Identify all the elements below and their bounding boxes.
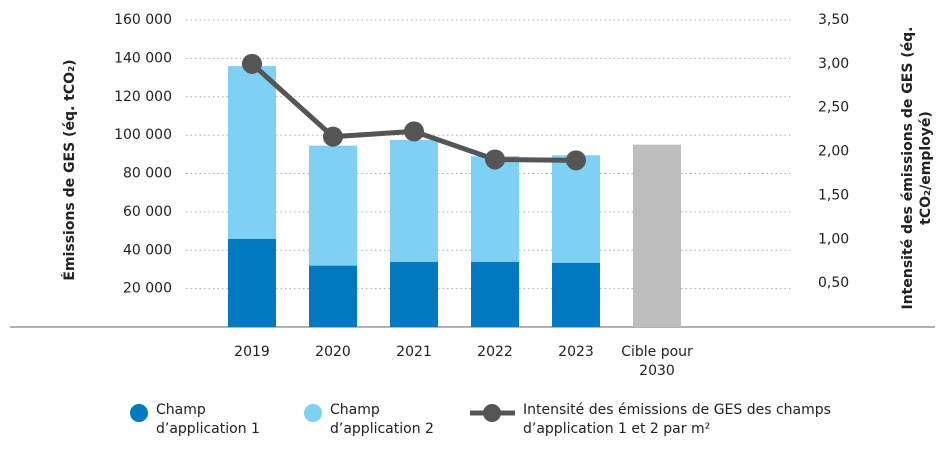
y2-tick-label: 0,50 (818, 275, 849, 291)
x-tick-label: 2023 (558, 344, 594, 360)
bar (552, 155, 600, 263)
legend-marker (304, 404, 322, 422)
bar (633, 144, 681, 327)
y2-axis-label: Intensité des émissions de GES (éq. tCO₂… (900, 26, 934, 310)
bar (228, 66, 276, 239)
x-tick-label: 2022 (477, 344, 513, 360)
y-tick-label: 160 000 (114, 12, 172, 28)
legend-marker (130, 404, 148, 422)
bar (390, 139, 438, 262)
bar (471, 261, 519, 327)
x-tick-label: 2021 (396, 344, 432, 360)
legend-label: Intensité des émissions de GES des champ… (523, 402, 831, 437)
line-marker (242, 53, 262, 74)
legend-marker (483, 404, 501, 422)
y-tick-label: 140 000 (114, 50, 172, 66)
x-tick-label: 2020 (315, 344, 351, 360)
bar (471, 156, 519, 262)
bar (228, 238, 276, 327)
line-marker (323, 126, 343, 147)
y-tick-label: 20 000 (123, 281, 172, 297)
x-tick-label: Cible pour 2030 (621, 344, 693, 379)
y-tick-label: 100 000 (114, 127, 172, 143)
y2-tick-label: 3,50 (818, 12, 849, 28)
y-tick-label: 120 000 (114, 89, 172, 105)
y-tick-label: 40 000 (123, 242, 172, 258)
y-axis-label: Émissions de GES (éq. tCO₂) (62, 59, 78, 281)
bar (309, 265, 357, 327)
line-marker (404, 121, 424, 142)
y-tick-label: 60 000 (123, 204, 172, 220)
bar (390, 261, 438, 327)
y-tick-label: 80 000 (123, 166, 172, 182)
y2-tick-label: 2,00 (818, 144, 849, 160)
y2-tick-label: 3,00 (818, 56, 849, 72)
line-marker (485, 149, 505, 170)
bar (309, 145, 357, 266)
line-marker (566, 150, 586, 171)
y2-tick-label: 2,50 (818, 100, 849, 116)
legend-label: Champ d’application 1 (156, 402, 260, 437)
bar (552, 262, 600, 327)
legend-label: Champ d’application 2 (330, 402, 434, 437)
x-tick-label: 2019 (234, 344, 270, 360)
y2-tick-label: 1,00 (818, 231, 849, 247)
y2-tick-label: 1,50 (818, 187, 849, 203)
